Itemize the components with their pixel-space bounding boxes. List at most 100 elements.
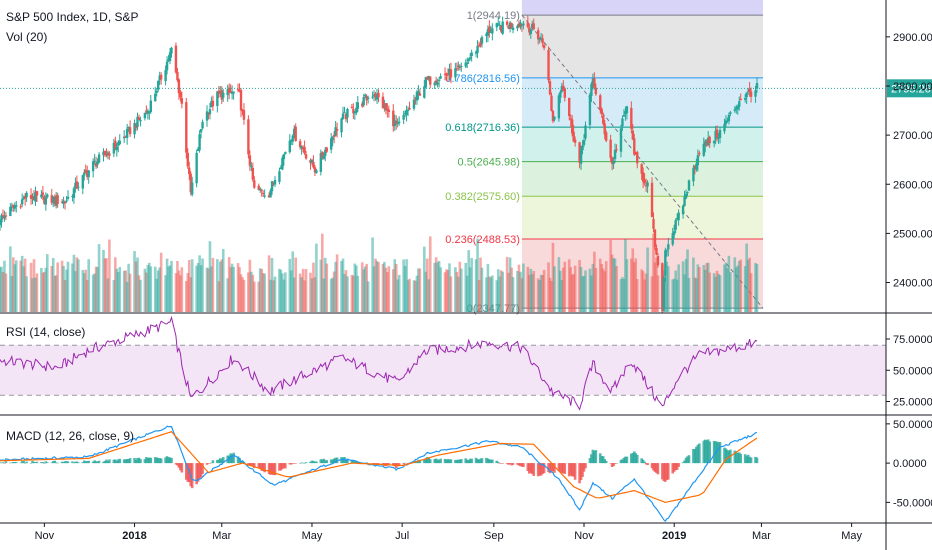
candle-body bbox=[176, 71, 179, 81]
candle-body bbox=[714, 130, 717, 140]
candle-body bbox=[383, 104, 386, 107]
volume-bar bbox=[393, 259, 397, 312]
macd-histogram-bar bbox=[29, 463, 33, 464]
time-tick-label: Nov bbox=[574, 530, 594, 542]
volume-bar bbox=[263, 273, 266, 312]
candle-body bbox=[46, 194, 49, 198]
volume-bar bbox=[103, 258, 107, 312]
macd-histogram-bar bbox=[353, 460, 357, 464]
fibonacci-retracement[interactable]: 1(2944.19) 0.786(2816.56) 0.618(2716.36) 0.… bbox=[445, 0, 764, 315]
macd-histogram-bar bbox=[522, 463, 525, 467]
volume-bar bbox=[258, 268, 262, 312]
candle-body bbox=[52, 197, 55, 204]
candle-body bbox=[505, 21, 509, 25]
candle-body bbox=[610, 157, 614, 164]
macd-histogram-bar bbox=[652, 463, 655, 471]
macd-histogram-bar bbox=[735, 452, 738, 464]
volume-bar bbox=[610, 254, 614, 312]
volume-bar bbox=[211, 257, 215, 312]
volume-bar bbox=[325, 263, 329, 312]
macd-histogram-bar bbox=[718, 442, 722, 464]
volume-bar bbox=[289, 270, 293, 312]
macd-histogram-bar bbox=[560, 463, 564, 474]
macd-histogram-bar bbox=[569, 463, 573, 476]
volume-bar bbox=[641, 271, 645, 312]
candle-body bbox=[208, 109, 212, 115]
volume-bar bbox=[748, 257, 751, 312]
volume-bar bbox=[10, 276, 14, 312]
volume-bar bbox=[44, 267, 48, 312]
candle-body bbox=[624, 111, 627, 115]
macd-histogram-bar bbox=[604, 460, 608, 464]
macd-histogram-bar bbox=[340, 457, 343, 464]
volume-bar bbox=[436, 262, 439, 312]
macd-histogram-bar bbox=[106, 461, 110, 464]
macd-histogram-bar bbox=[498, 463, 502, 464]
volume-bar bbox=[739, 259, 743, 312]
candle-body bbox=[417, 91, 420, 94]
fib-band bbox=[521, 196, 763, 240]
candle-body bbox=[261, 193, 265, 195]
volume-bar bbox=[340, 260, 343, 312]
volume-bar bbox=[310, 278, 314, 312]
candle-body bbox=[696, 155, 700, 166]
volume-bar bbox=[640, 269, 643, 312]
macd-histogram-bar bbox=[480, 458, 484, 464]
candle-body bbox=[547, 50, 550, 81]
volume-bar bbox=[199, 265, 203, 312]
candle-body bbox=[371, 96, 374, 98]
volume-bar bbox=[505, 256, 509, 312]
candle-body bbox=[40, 194, 43, 198]
macd-histogram-bar bbox=[257, 463, 261, 469]
macd-histogram-bar bbox=[496, 461, 500, 464]
volume-bar bbox=[257, 281, 261, 312]
volume-bar bbox=[282, 279, 286, 312]
volume-bar bbox=[675, 279, 679, 312]
volume-bar bbox=[470, 257, 473, 312]
candle-body bbox=[538, 38, 541, 40]
candle-body bbox=[281, 157, 284, 170]
volume-bar bbox=[507, 272, 510, 312]
macd-histogram-bar bbox=[53, 460, 57, 464]
candle-body bbox=[415, 91, 419, 101]
volume-bar bbox=[190, 259, 194, 312]
candle-body bbox=[20, 199, 24, 205]
volume-bar bbox=[198, 255, 201, 312]
volume-bar bbox=[511, 277, 515, 312]
macd-tick-label: 50.0000 bbox=[893, 419, 932, 431]
candle-body bbox=[674, 220, 677, 230]
volume-bar bbox=[736, 265, 740, 312]
macd-histogram-bar bbox=[479, 458, 482, 464]
candle-body bbox=[220, 90, 223, 100]
candle-body bbox=[242, 109, 246, 120]
macd-histogram-bar bbox=[195, 463, 198, 485]
macd-histogram-bar bbox=[526, 463, 530, 471]
macd-histogram-bar bbox=[695, 446, 698, 464]
candle-body bbox=[366, 97, 370, 99]
candle-body bbox=[34, 192, 37, 202]
macd-histogram-bar bbox=[464, 458, 468, 464]
candle-body bbox=[662, 278, 666, 310]
macd-histogram-bar bbox=[323, 460, 327, 464]
candle-body bbox=[188, 167, 191, 175]
volume-bar bbox=[108, 239, 111, 312]
volume-bar bbox=[491, 275, 494, 312]
macd-histogram-bar bbox=[590, 454, 593, 464]
candle-body bbox=[315, 170, 318, 174]
candle-body bbox=[467, 59, 470, 62]
volume-bar bbox=[221, 249, 225, 312]
macd-histogram-bar bbox=[562, 463, 565, 474]
volume-bar bbox=[714, 276, 717, 312]
volume-bar bbox=[703, 269, 707, 312]
candle-body bbox=[736, 106, 739, 110]
candle-body bbox=[41, 192, 45, 195]
volume-bar bbox=[105, 258, 108, 312]
candle-body bbox=[84, 170, 87, 173]
macd-histogram-bar bbox=[232, 452, 235, 464]
volume-bar bbox=[591, 264, 595, 312]
macd-histogram-bar bbox=[272, 463, 275, 476]
macd-histogram-bar bbox=[278, 463, 281, 471]
macd-histogram-bar bbox=[186, 463, 190, 482]
candle-body bbox=[381, 96, 385, 109]
candle-body bbox=[548, 81, 552, 95]
